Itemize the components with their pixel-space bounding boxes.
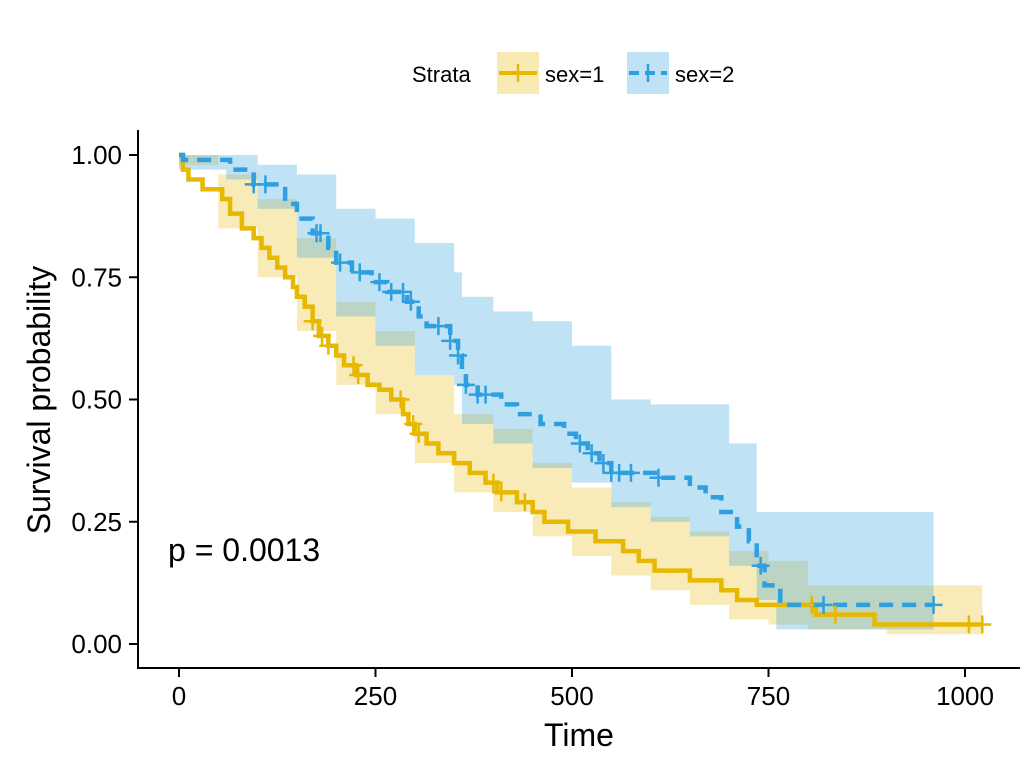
x-tick-label: 750: [747, 681, 790, 711]
censor-mark: [429, 317, 448, 336]
censor-mark: [582, 444, 601, 463]
censor-mark: [441, 331, 460, 350]
censor-mark: [973, 615, 992, 634]
y-tick-label: 1.00: [71, 140, 122, 170]
y-tick-label: 0.00: [71, 629, 122, 659]
censor-mark: [515, 493, 534, 512]
x-tick-label: 250: [354, 681, 397, 711]
censor-mark: [456, 375, 475, 394]
y-axis-title: Survival probability: [21, 266, 57, 535]
x-tick-label: 0: [172, 681, 186, 711]
x-tick-label: 1000: [936, 681, 994, 711]
legend-item-sex-1: sex=1: [497, 52, 604, 94]
censor-marks: [244, 175, 992, 634]
censor-mark: [649, 468, 668, 487]
censor-mark: [394, 282, 413, 301]
censor-mark: [331, 253, 350, 272]
censor-mark: [256, 175, 275, 194]
legend: Strata sex=1 sex=2: [412, 52, 734, 94]
axes: 0 250 500 750 1000 0.00 0.25 0.50 0.75 1.00: [71, 130, 1020, 711]
censor-mark: [751, 556, 770, 575]
censor-mark: [492, 483, 511, 502]
legend-title: Strata: [412, 62, 471, 87]
censor-mark: [401, 292, 420, 311]
censor-mark: [924, 595, 943, 614]
legend-item-sex-2: sex=2: [627, 52, 734, 94]
x-axis-title: Time: [544, 717, 614, 753]
censor-mark: [391, 390, 410, 409]
censor-mark: [313, 326, 332, 345]
censor-mark: [814, 595, 833, 614]
censor-mark: [344, 356, 363, 375]
censor-mark: [621, 463, 640, 482]
ci-band-sex-1: [179, 155, 983, 635]
censor-mark: [319, 336, 338, 355]
censor-mark: [349, 366, 368, 385]
censor-mark: [350, 263, 369, 282]
censor-mark: [370, 273, 389, 292]
p-value-annotation: p = 0.0013: [168, 532, 320, 568]
censor-mark: [311, 224, 330, 243]
legend-label: sex=1: [545, 62, 604, 87]
y-tick-label: 0.50: [71, 385, 122, 415]
legend-label: sex=2: [675, 62, 734, 87]
y-tick-label: 0.25: [71, 507, 122, 537]
censor-mark: [826, 605, 845, 624]
censor-mark: [449, 346, 468, 365]
x-tick-label: 500: [550, 681, 593, 711]
censor-mark: [594, 454, 613, 473]
censor-mark: [303, 312, 322, 331]
censor-mark: [409, 424, 428, 443]
censor-mark: [404, 414, 423, 433]
y-tick-label: 0.75: [71, 262, 122, 292]
censor-mark: [476, 385, 495, 404]
censor-mark: [484, 473, 503, 492]
censor-mark: [570, 434, 589, 453]
